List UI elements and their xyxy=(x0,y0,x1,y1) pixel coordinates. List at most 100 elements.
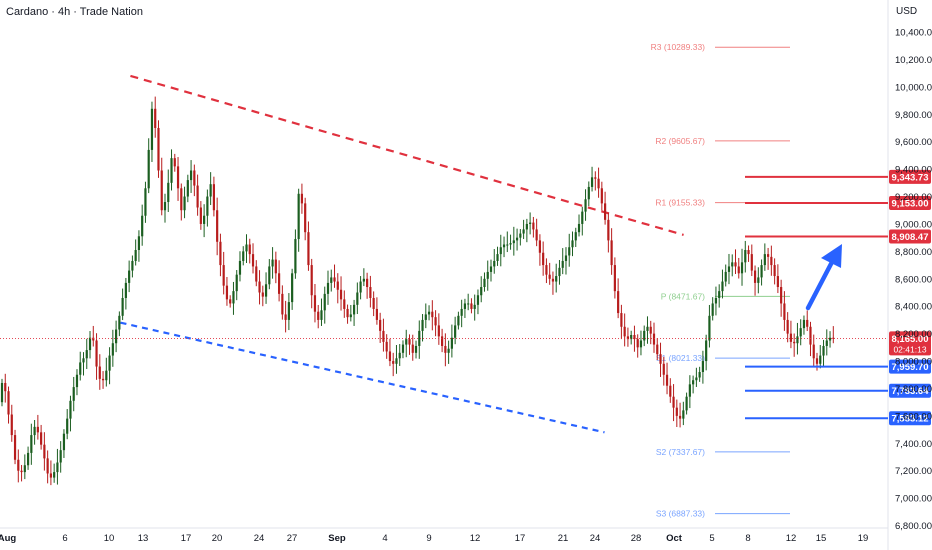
candle xyxy=(199,207,202,224)
candle xyxy=(437,325,440,337)
trendlines xyxy=(120,74,684,434)
pivot-label: S1 (8021.33) xyxy=(656,353,705,363)
candle xyxy=(209,184,212,197)
candle xyxy=(620,313,623,327)
candle xyxy=(62,433,66,451)
x-tick-label: Aug xyxy=(0,533,16,544)
candle xyxy=(783,303,786,320)
candle xyxy=(509,243,512,245)
candle xyxy=(806,319,809,327)
candle xyxy=(95,340,98,367)
candle xyxy=(545,265,548,275)
candle xyxy=(564,255,568,261)
candle xyxy=(26,452,30,466)
candle xyxy=(822,345,825,356)
candle xyxy=(343,299,346,309)
candle xyxy=(163,202,167,211)
y-tick-label: 7,000.00 xyxy=(895,494,932,505)
candle xyxy=(115,329,118,344)
x-tick-label: 20 xyxy=(212,533,223,544)
candle xyxy=(441,336,444,346)
candle xyxy=(832,337,835,339)
candle xyxy=(639,340,643,348)
x-tick-label: 4 xyxy=(382,533,387,544)
candle xyxy=(258,281,261,293)
candle xyxy=(66,418,69,434)
candle xyxy=(734,262,737,267)
candle xyxy=(124,282,127,298)
pivot-label: P (8471.67) xyxy=(661,291,705,301)
y-tick-label: 10,000.00 xyxy=(895,82,932,93)
level-badge xyxy=(889,195,931,210)
candle xyxy=(767,254,770,257)
x-tick-label: 15 xyxy=(816,533,827,544)
candle xyxy=(483,278,486,288)
x-tick-label: 9 xyxy=(426,533,431,544)
y-tick-label: 8,400.00 xyxy=(895,302,932,313)
x-tick-label: 12 xyxy=(786,533,797,544)
candle xyxy=(111,343,114,356)
y-tick-label: 8,000.00 xyxy=(895,357,932,368)
x-tick-label: 27 xyxy=(287,533,298,544)
candle xyxy=(320,310,323,320)
candle xyxy=(225,285,229,300)
candle xyxy=(421,319,424,331)
candle xyxy=(46,458,49,474)
candle xyxy=(581,211,584,224)
y-tick-label: 7,400.00 xyxy=(895,439,932,450)
candle xyxy=(85,350,88,359)
candle xyxy=(714,297,718,304)
y-tick-label: 6,800.00 xyxy=(895,521,932,532)
level-lines: 9,343.73 9,153.00 8,908.47 7,959.70 7,783.64… xyxy=(745,169,931,426)
level-label: 9,153.00 xyxy=(892,198,929,209)
candle xyxy=(574,232,577,241)
candle xyxy=(118,315,121,330)
candle xyxy=(747,250,750,255)
candle xyxy=(261,292,264,297)
candle xyxy=(489,266,493,272)
candle xyxy=(206,196,209,216)
candle xyxy=(721,281,724,292)
candle xyxy=(427,311,431,315)
y-tick-label: 9,400.00 xyxy=(895,165,932,176)
candle xyxy=(144,188,147,216)
level-label: 9,343.73 xyxy=(892,172,929,183)
candle xyxy=(339,289,343,300)
candle xyxy=(176,166,180,189)
level-badge xyxy=(889,383,931,398)
candle xyxy=(630,335,633,340)
candle xyxy=(773,265,776,277)
candle xyxy=(617,291,620,314)
arrow-head xyxy=(821,244,842,268)
y-tick-label: 7,600.00 xyxy=(895,411,932,422)
candle xyxy=(532,222,535,230)
candle xyxy=(454,325,457,338)
candle xyxy=(235,274,238,292)
candle xyxy=(584,199,587,212)
candle xyxy=(476,295,480,305)
candle xyxy=(480,287,483,296)
candle xyxy=(669,385,672,397)
candle xyxy=(4,382,7,392)
candle xyxy=(173,158,176,167)
candle xyxy=(688,384,691,397)
candle xyxy=(128,270,131,283)
candle xyxy=(760,265,763,278)
candle xyxy=(662,363,665,375)
candle xyxy=(75,374,79,388)
candle xyxy=(131,260,134,271)
candle xyxy=(607,219,610,241)
candle xyxy=(678,415,682,419)
candle xyxy=(665,374,669,386)
candle xyxy=(268,266,271,285)
x-tick-label: 24 xyxy=(590,533,601,544)
x-tick-label: 17 xyxy=(181,533,192,544)
y-tick-label: 10,400.00 xyxy=(895,28,932,39)
candle xyxy=(675,407,678,416)
candle xyxy=(597,178,600,189)
trendline-resistance xyxy=(130,74,684,236)
currency-label: USD xyxy=(896,6,918,17)
candle xyxy=(336,281,339,290)
x-tick-label: 28 xyxy=(631,533,642,544)
